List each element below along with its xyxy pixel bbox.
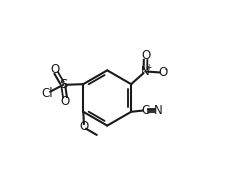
Text: O: O	[158, 66, 167, 79]
Text: -: -	[165, 65, 167, 74]
Text: C: C	[141, 104, 150, 117]
Text: O: O	[79, 120, 89, 133]
Text: S: S	[59, 78, 67, 91]
Text: N: N	[154, 104, 162, 117]
Text: +: +	[146, 63, 152, 72]
Text: O: O	[50, 63, 59, 76]
Text: O: O	[61, 95, 70, 108]
Text: N: N	[141, 65, 150, 78]
Text: Cl: Cl	[42, 87, 53, 100]
Text: O: O	[141, 49, 150, 62]
